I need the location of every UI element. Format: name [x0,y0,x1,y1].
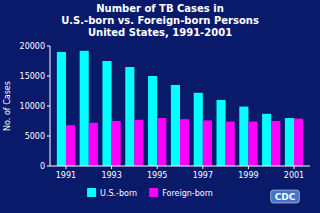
bar [239,107,248,166]
bar [180,119,189,166]
bar [134,120,143,166]
bar [171,85,180,166]
y-tick-label: 5000 [25,132,45,141]
x-tick-label: 1993 [101,171,121,180]
y-tick [47,106,50,107]
y-tick [47,166,50,167]
bar [216,100,225,166]
bar [285,118,294,166]
bar [203,120,212,166]
bar [80,51,89,166]
y-tick-label: 15000 [20,72,45,81]
bar [157,118,166,166]
y-axis-label: No. of Cases [3,81,12,131]
x-tick [65,166,66,169]
title-line: U.S.-born vs. Foreign-born Persons [61,15,259,26]
annotation-box [271,190,300,203]
x-tick-label: 1995 [147,171,167,180]
legend-label: U.S.-born [100,189,137,198]
y-tick-label: 0 [40,162,45,171]
y-tick [47,136,50,137]
bar [112,121,121,166]
x-tick-label: 2001 [284,171,304,180]
y-tick-label: 20000 [20,42,45,51]
y-tick [47,76,50,77]
bar [271,121,280,166]
x-tick [248,166,249,169]
bar [102,61,111,166]
background [0,0,320,213]
x-tick-label: 1997 [193,171,213,180]
y-tick-label: 10000 [20,102,45,111]
bar [57,52,66,166]
x-tick [111,166,112,169]
x-tick [202,166,203,169]
bar [66,125,75,166]
title-line: Number of TB Cases in [96,3,224,14]
x-axis [50,166,310,167]
x-tick [294,166,295,169]
annotation: CDC [271,190,300,203]
bar [262,114,271,166]
bar [125,67,134,166]
bar [226,122,235,166]
legend: U.S.-born Foreign-born [87,188,213,198]
bar [248,122,257,166]
bar [194,93,203,166]
bar [89,123,98,166]
title-line: United States, 1991-2001 [88,27,232,38]
legend-label: Foreign-born [162,189,213,198]
bars [57,51,303,166]
bar [148,76,157,166]
x-tick-label: 1991 [56,171,76,180]
x-tick-label: 1999 [238,171,258,180]
y-tick [47,46,50,47]
bar [294,119,303,166]
legend-swatch [87,188,96,197]
x-tick [157,166,158,169]
legend-swatch [149,188,158,197]
title: Number of TB Cases inU.S.-born vs. Forei… [61,3,259,38]
annotation-text: CDC [275,192,296,202]
